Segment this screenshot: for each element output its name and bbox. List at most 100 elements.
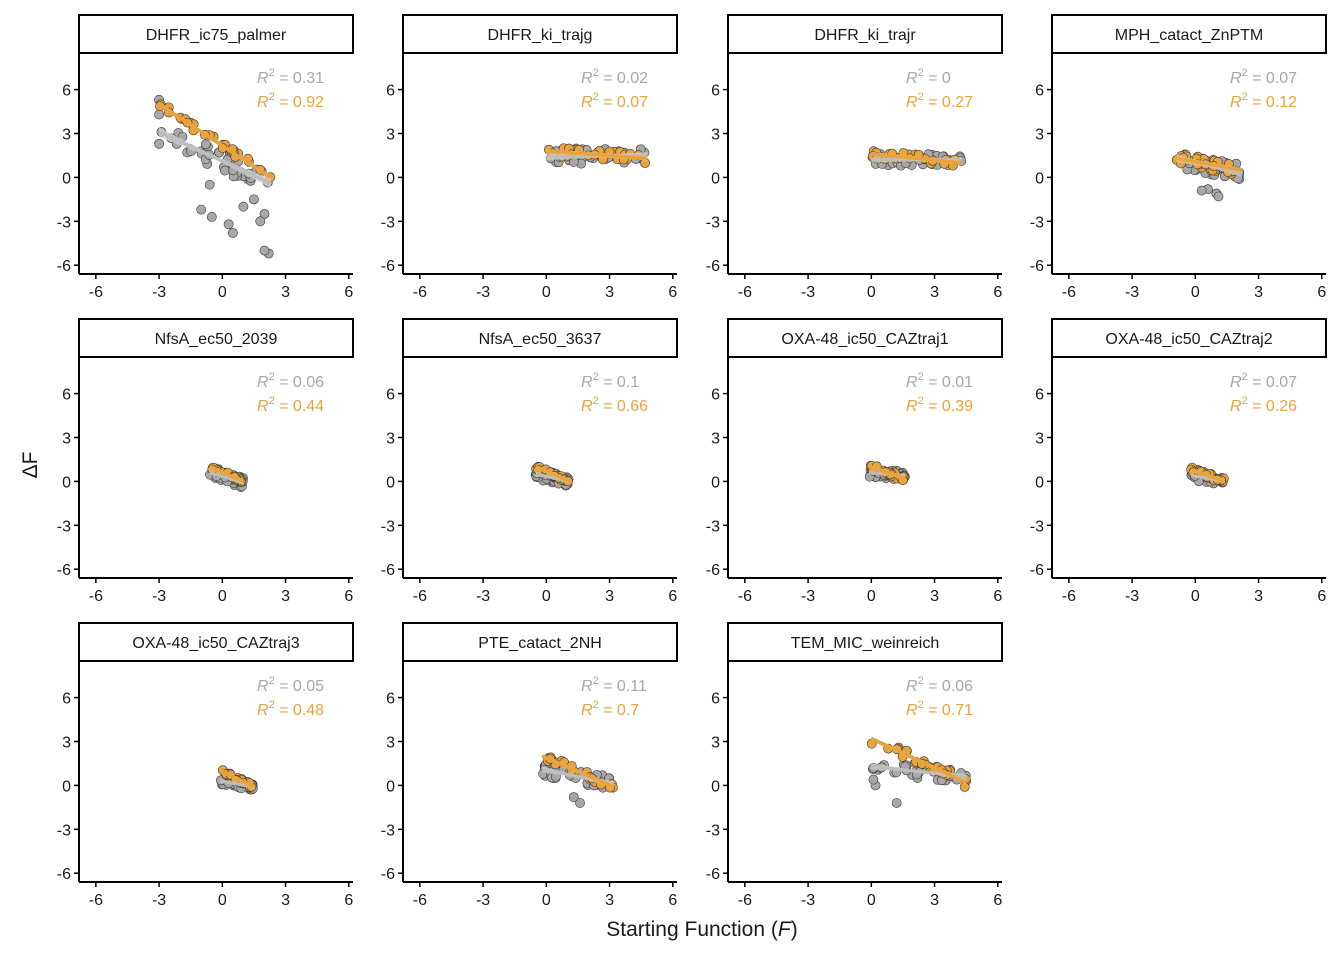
x-axis-title-end: ) xyxy=(791,918,798,941)
r2-superscript: 2 xyxy=(593,699,599,711)
r2-symbol: R xyxy=(906,678,918,695)
grey-point xyxy=(206,212,217,222)
r2-orange-annotation: R2 = 0.27 xyxy=(906,91,973,111)
y-tick-label: 6 xyxy=(386,387,395,404)
panel-title: MPH_catact_ZnPTM xyxy=(1115,27,1263,44)
y-tick-label: -6 xyxy=(381,562,395,579)
r2-superscript: 2 xyxy=(269,699,275,711)
y-tick-label: 6 xyxy=(386,83,395,100)
x-tick-label: 3 xyxy=(605,284,614,301)
y-tick-label: 6 xyxy=(62,83,71,100)
r2-equals: = xyxy=(599,374,617,391)
y-tick-label: 3 xyxy=(62,734,71,751)
x-tick-label: -3 xyxy=(152,588,166,605)
x-tick-label: 3 xyxy=(605,892,614,909)
y-tick-label: 3 xyxy=(62,430,71,447)
r2-superscript: 2 xyxy=(269,395,275,407)
x-tick-label: -6 xyxy=(738,284,752,301)
x-tick-label: -3 xyxy=(1125,284,1139,301)
r2-symbol: R xyxy=(1230,70,1242,87)
grey-point xyxy=(575,798,585,808)
y-tick-label: 6 xyxy=(711,387,720,404)
r2-orange-annotation: R2 = 0.26 xyxy=(1230,395,1297,415)
r2-superscript: 2 xyxy=(593,67,599,79)
r2-symbol: R xyxy=(257,94,269,111)
r2-equals: = xyxy=(1248,374,1266,391)
y-tick-label: 6 xyxy=(386,691,395,708)
grey-point xyxy=(568,792,579,803)
x-tick-label: -3 xyxy=(152,892,166,909)
y-tick-label: -6 xyxy=(381,258,395,275)
r2-superscript: 2 xyxy=(269,67,275,79)
r2-value: 0.27 xyxy=(942,94,973,111)
r2-symbol: R xyxy=(257,374,269,391)
x-tick-label: 3 xyxy=(281,284,290,301)
r2-equals: = xyxy=(275,678,293,695)
orange-fit-line xyxy=(868,465,906,481)
r2-orange-annotation: R2 = 0.12 xyxy=(1230,91,1297,111)
r2-value: 0.1 xyxy=(617,374,639,391)
r2-orange-annotation: R2 = 0.48 xyxy=(257,699,324,719)
r2-symbol: R xyxy=(1230,94,1242,111)
r2-symbol: R xyxy=(1230,374,1242,391)
y-tick-label: 6 xyxy=(711,691,720,708)
r2-equals: = xyxy=(924,94,942,111)
y-tick-label: 3 xyxy=(711,734,720,751)
x-tick-label: 0 xyxy=(867,588,876,605)
panel-strip xyxy=(727,622,1003,662)
x-tick-label: -6 xyxy=(413,892,427,909)
y-tick-label: -3 xyxy=(706,214,720,231)
r2-value: 0.07 xyxy=(617,94,648,111)
x-tick-label: 0 xyxy=(218,284,227,301)
x-tick-label: 0 xyxy=(542,284,551,301)
r2-symbol: R xyxy=(581,374,593,391)
panel-title: TEM_MIC_weinreich xyxy=(791,635,939,652)
r2-grey-annotation: R2 = 0.07 xyxy=(1230,371,1297,391)
grey-point xyxy=(200,139,211,150)
grey-point xyxy=(223,219,234,230)
r2-value: 0 xyxy=(942,70,951,87)
x-tick-label: -6 xyxy=(413,284,427,301)
x-tick-label: 6 xyxy=(1317,284,1326,301)
orange-fit-line xyxy=(871,152,963,165)
r2-superscript: 2 xyxy=(1242,67,1248,79)
orange-fit-line xyxy=(541,754,615,789)
x-axis-title: Starting Function (F) xyxy=(606,918,797,941)
y-tick-label: -3 xyxy=(381,518,395,535)
y-tick-label: -6 xyxy=(381,866,395,883)
r2-equals: = xyxy=(275,702,293,719)
y-tick-label: 6 xyxy=(711,83,720,100)
y-tick-label: -6 xyxy=(706,866,720,883)
panel-strip xyxy=(402,14,678,54)
r2-equals: = xyxy=(924,70,942,87)
y-tick-label: -3 xyxy=(1030,518,1044,535)
r2-equals: = xyxy=(1248,398,1266,415)
r2-equals: = xyxy=(599,94,617,111)
grey-point xyxy=(1196,185,1207,196)
panel-title: DHFR_ki_trajg xyxy=(488,27,593,44)
r2-value: 0.07 xyxy=(1266,70,1297,87)
r2-equals: = xyxy=(275,70,293,87)
grey-point xyxy=(204,179,215,190)
r2-value: 0.48 xyxy=(293,702,324,719)
x-tick-label: 6 xyxy=(344,588,353,605)
orange-fit-line xyxy=(870,736,967,785)
r2-superscript: 2 xyxy=(1242,395,1248,407)
r2-value: 0.06 xyxy=(293,374,324,391)
x-tick-label: 3 xyxy=(281,588,290,605)
r2-value: 0.11 xyxy=(617,678,647,695)
x-tick-label: 0 xyxy=(542,588,551,605)
panel-strip xyxy=(78,318,354,358)
r2-symbol: R xyxy=(581,70,593,87)
y-tick-label: 3 xyxy=(711,430,720,447)
r2-equals: = xyxy=(924,702,942,719)
grey-point xyxy=(154,138,164,149)
x-tick-label: 3 xyxy=(281,892,290,909)
y-tick-label: -6 xyxy=(1030,258,1044,275)
r2-symbol: R xyxy=(581,702,593,719)
